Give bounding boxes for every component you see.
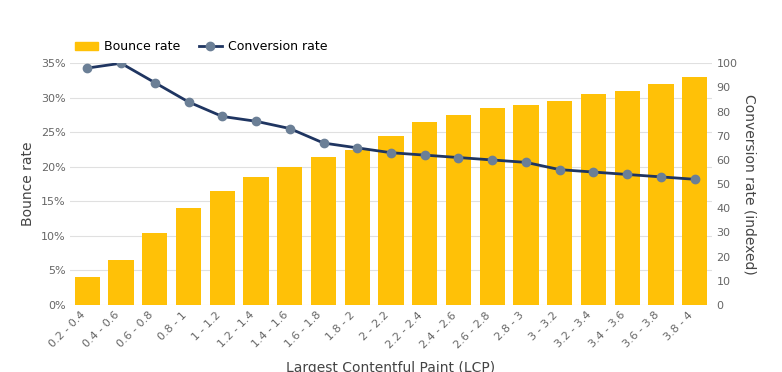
X-axis label: Largest Contentful Paint (LCP): Largest Contentful Paint (LCP) — [286, 361, 496, 372]
Bar — [243, 177, 269, 305]
Y-axis label: Conversion rate (indexed): Conversion rate (indexed) — [743, 94, 757, 275]
Bar — [345, 150, 370, 305]
Bar — [142, 232, 167, 305]
Bar — [378, 136, 404, 305]
Bar — [74, 278, 100, 305]
Bar — [648, 84, 673, 305]
Bar — [446, 115, 471, 305]
Bar — [277, 167, 303, 305]
Legend: Bounce rate, Conversion rate: Bounce rate, Conversion rate — [70, 35, 332, 58]
Bar — [682, 77, 708, 305]
Y-axis label: Bounce rate: Bounce rate — [21, 142, 35, 227]
Bar — [479, 108, 505, 305]
Bar — [412, 122, 437, 305]
Bar — [547, 101, 572, 305]
Bar — [176, 208, 201, 305]
Bar — [513, 105, 539, 305]
Bar — [311, 157, 336, 305]
Bar — [615, 91, 640, 305]
Bar — [210, 191, 235, 305]
Bar — [581, 94, 606, 305]
Bar — [109, 260, 134, 305]
